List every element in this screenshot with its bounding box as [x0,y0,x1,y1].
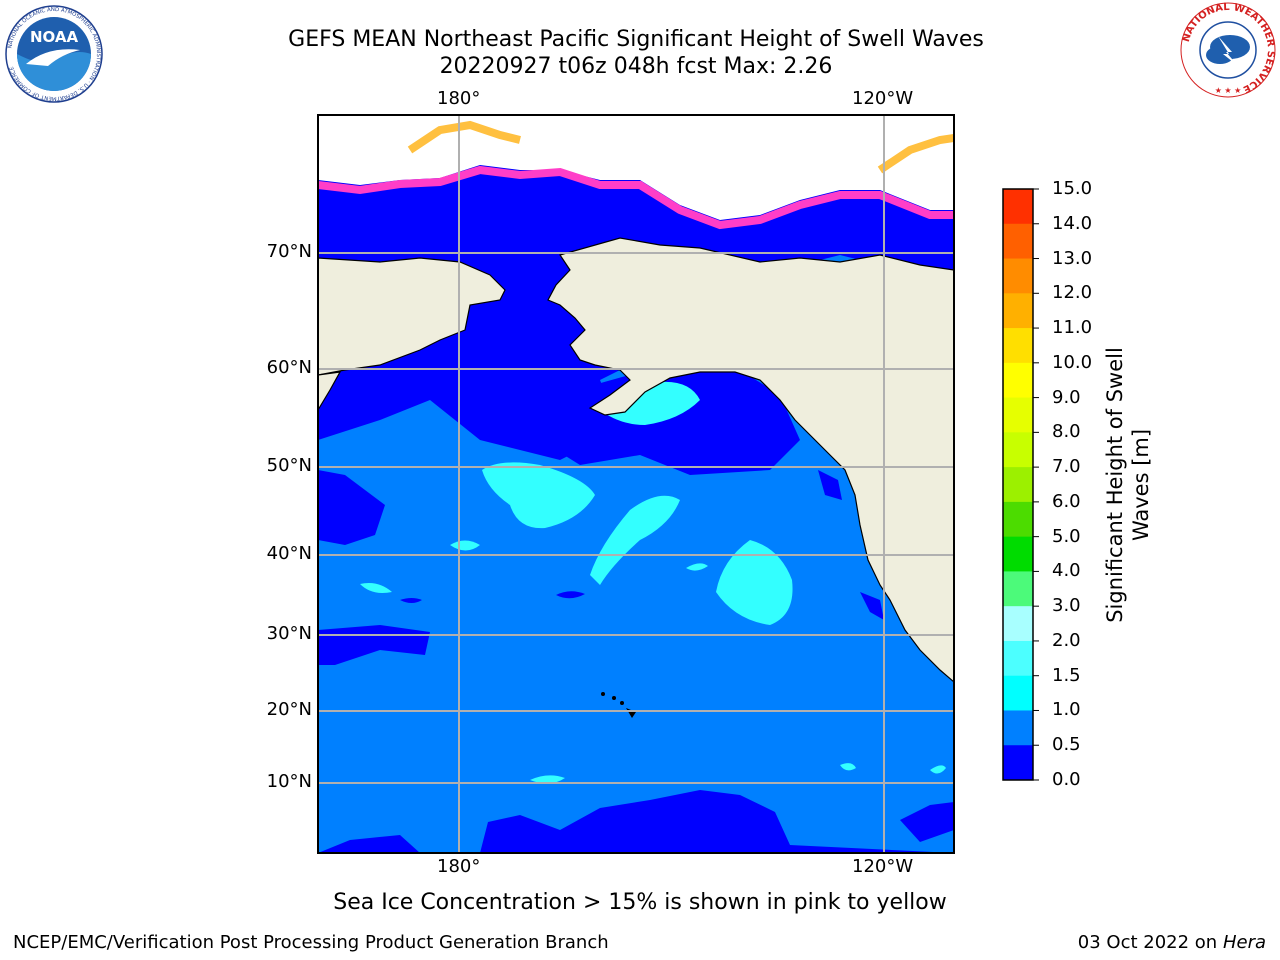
chart-title: GEFS MEAN Northeast Pacific Significant … [288,27,984,52]
colorbar-title-line1: Significant Height of Swell [1103,347,1127,623]
footer-date-text: 03 Oct 2022 on [1077,932,1223,953]
colorbar-tick-label: 7.0 [1052,456,1081,478]
sea-ice-high [407,120,954,174]
colorbar-block [1003,258,1033,294]
colorbar-block [1003,328,1033,364]
lat-label-20n: 20°N [266,699,312,720]
colorbar-block [1003,571,1033,607]
lat-label-70n: 70°N [266,241,312,262]
colorbar-block [1003,501,1033,538]
colorbar-block [1003,397,1033,433]
colorbar-tick-label: 10.0 [1052,351,1093,373]
svg-text:★ ★ ★: ★ ★ ★ [1215,86,1242,95]
noaa-logo: NOAA NATIONAL OCEANIC AND ATMOSPHERIC AD… [4,4,104,104]
colorbar-block [1003,467,1033,503]
chart-subtitle: 20220927 t06z 048h fcst Max: 2.26 [439,54,833,79]
colorbar-tick-label: 15.0 [1052,178,1093,199]
colorbar-tick-label: 3.0 [1052,595,1081,617]
colorbar-tick-label: 6.0 [1052,490,1081,512]
map-frame [317,114,955,854]
colorbar-frame [1002,188,1034,781]
lon-label-top-120w: 120°W [852,88,914,109]
lat-label-40n: 40°N [266,543,312,564]
colorbar-tick-label: 12.0 [1052,282,1093,304]
colorbar-block [1003,745,1033,781]
colorbar-tick-label: 0.5 [1052,734,1081,756]
colorbar-block [1003,675,1033,711]
colorbar-block [1003,640,1033,677]
colorbar-tick-label: 1.0 [1052,699,1081,721]
colorbar-title-line2: Waves [m] [1129,428,1153,542]
colorbar-tick-label: 0.0 [1052,769,1081,790]
colorbar-tick-label: 4.0 [1052,560,1081,582]
lat-label-50n: 50°N [266,455,312,476]
graticule [318,115,954,853]
sea-ice-note: Sea Ice Concentration > 15% is shown in … [333,890,947,915]
colorbar-tick-label: 14.0 [1052,212,1093,234]
colorbar-block [1003,223,1033,260]
swell-band-1p0-2p0 [360,381,946,784]
colorbar-tick-label: 13.0 [1052,247,1093,269]
colorbar-block [1003,362,1033,399]
colorbar-title: Significant Height of Swell Waves [m] [1102,347,1154,623]
noaa-logo-text: NOAA [30,28,79,46]
colorbar-tick-label: 2.0 [1052,629,1081,651]
colorbar-tick-label: 1.5 [1052,664,1081,686]
no-data-region [318,115,954,220]
footer-machine: Hera [1222,932,1266,953]
lat-label-10n: 10°N [266,771,312,792]
colorbar-block [1003,606,1033,642]
colorbar-block [1003,189,1033,225]
nws-logo: NATIONAL WEATHER SERVICE ★ ★ ★ [1178,0,1278,100]
colorbar-block [1003,710,1033,746]
lat-label-60n: 60°N [266,357,312,378]
lon-label-bottom-180: 180° [437,856,481,877]
footer-branch: NCEP/EMC/Verification Post Processing Pr… [13,932,609,953]
colorbar-tick-label: 5.0 [1052,525,1081,547]
sea-ice-edge [318,165,954,230]
lon-label-bottom-120w: 120°W [852,856,914,877]
colorbar-block [1003,293,1033,329]
colorbar-block [1003,536,1033,572]
colorbar-block [1003,432,1033,468]
footer-date: 03 Oct 2022 on Hera [1078,932,1266,953]
lon-label-top-180: 180° [437,88,481,109]
lat-label-30n: 30°N [266,623,312,644]
colorbar-tick-label: 11.0 [1052,317,1093,339]
colorbar-tick-label: 9.0 [1052,386,1081,408]
colorbar-tick-label: 8.0 [1052,421,1081,443]
